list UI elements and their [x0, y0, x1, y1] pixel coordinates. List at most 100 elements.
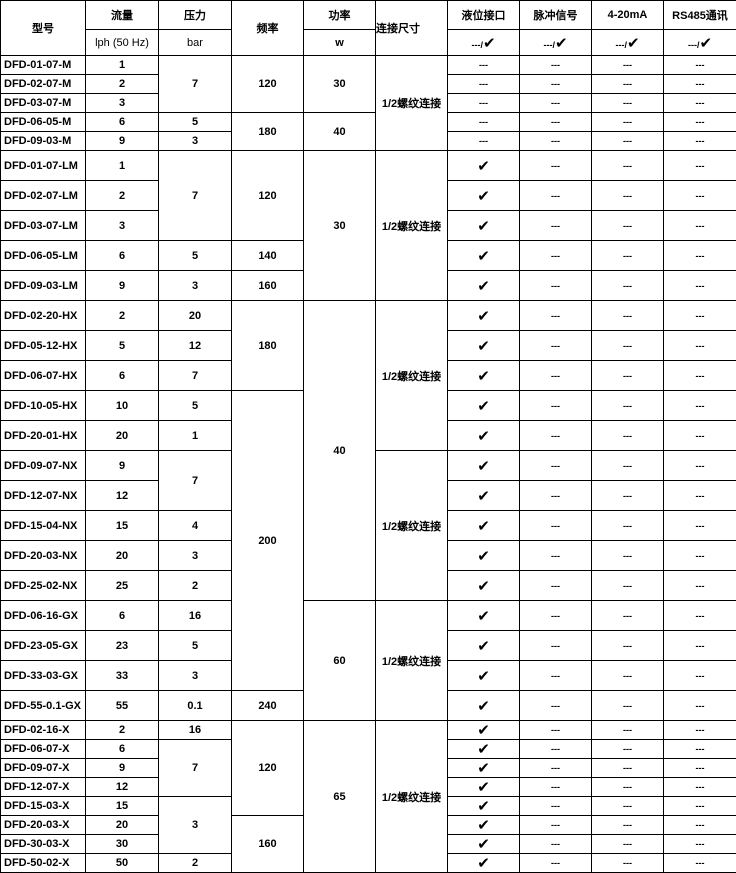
4-20ma-cell: ---	[591, 834, 664, 854]
level-interface-cell: ✔	[447, 150, 520, 181]
table-row: DFD-20-03-NX 20 3 ✔ --- --- ---	[0, 540, 736, 571]
model-cell: DFD-12-07-X	[0, 777, 86, 797]
flow-cell: 15	[85, 796, 159, 816]
4-20ma-cell: ---	[591, 210, 664, 241]
rs485-cell: ---	[663, 834, 736, 854]
dash-text: ---	[551, 782, 560, 792]
level-interface-cell: ✔	[447, 270, 520, 301]
dash-text: ---	[623, 839, 632, 849]
flow-cell: 6	[85, 600, 159, 631]
pressure-cell: 2	[158, 853, 232, 873]
pressure-cell: 5	[158, 112, 232, 132]
4-20ma-cell: ---	[591, 720, 664, 740]
level-interface-cell: ✔	[447, 180, 520, 211]
check-icon: ✔	[477, 487, 490, 505]
pulse-signal-cell: ---	[519, 330, 592, 361]
table-row: DFD-15-03-X 15 3 ✔ --- --- ---	[0, 796, 736, 854]
4-20ma-cell: ---	[591, 150, 664, 181]
dash-text: ---	[623, 782, 632, 792]
4-20ma-cell: ---	[591, 270, 664, 301]
model-cell: DFD-50-02-X	[0, 853, 86, 873]
level-interface-cell: ✔	[447, 240, 520, 271]
4-20ma-cell: ---	[591, 570, 664, 601]
dash-text: ---	[623, 550, 632, 561]
pressure-cell: 3	[158, 660, 232, 691]
pulse-signal-cell: ---	[519, 796, 592, 816]
model-cell: DFD-23-05-GX	[0, 630, 86, 661]
dash-text: ---	[695, 310, 705, 321]
check-icon: ✔	[477, 397, 490, 415]
dash-text: ---	[551, 280, 560, 291]
level-interface-cell: ✔	[447, 480, 520, 511]
flow-cell: 10	[85, 390, 159, 421]
model-cell: DFD-06-05-M	[0, 112, 86, 132]
check-icon: ✔	[477, 817, 490, 834]
dash-text: ---	[623, 670, 632, 681]
check-icon: ✔	[477, 637, 490, 655]
level-interface-cell: ✔	[447, 570, 520, 601]
header-power: 功率	[303, 0, 376, 30]
level-interface-cell: ✔	[447, 510, 520, 541]
dash-text: ---	[551, 700, 560, 711]
rs485-cell: ---	[663, 180, 736, 211]
pulse-signal-cell: ---	[519, 600, 592, 631]
check-icon: ✔	[477, 157, 490, 175]
legend-dash: ---/	[687, 39, 700, 50]
pulse-signal-cell: ---	[519, 570, 592, 601]
level-interface-cell: ✔	[447, 720, 520, 740]
level-interface-cell: ✔	[447, 630, 520, 661]
frequency-cell: 180	[231, 112, 304, 151]
flow-cell: 23	[85, 630, 159, 661]
legend-dash: ---/	[615, 39, 627, 50]
check-icon: ✔	[477, 722, 490, 739]
rs485-cell: ---	[663, 510, 736, 541]
dash-text: ---	[551, 60, 560, 70]
flow-cell: 2	[85, 720, 159, 740]
rs485-cell: ---	[663, 360, 736, 391]
table-row: DFD-20-03-X 20 160 ✔ --- --- ---	[0, 815, 736, 873]
header-option-legend: ---/✔	[519, 29, 592, 56]
pressure-cell: 3	[158, 540, 232, 571]
pulse-signal-cell: ---	[519, 390, 592, 421]
dash-text: ---	[551, 820, 560, 830]
dash-text: ---	[551, 310, 560, 321]
flow-cell: 6	[85, 112, 159, 132]
check-icon: ✔	[477, 427, 490, 445]
model-cell: DFD-30-03-X	[0, 834, 86, 854]
pressure-cell: 7	[158, 450, 232, 511]
check-icon: ✔	[477, 547, 490, 565]
flow-cell: 9	[85, 450, 159, 481]
pulse-signal-cell: ---	[519, 240, 592, 271]
flow-cell: 9	[85, 270, 159, 301]
dash-text: ---	[623, 610, 632, 621]
pressure-cell: 7	[158, 360, 232, 391]
header-pulse-signal: 脉冲信号	[519, 0, 592, 30]
frequency-cell: 160	[231, 815, 304, 873]
check-icon: ✔	[477, 247, 490, 265]
4-20ma-cell: ---	[591, 777, 664, 797]
check-icon: ✔	[626, 34, 640, 52]
pulse-signal-cell: ---	[519, 55, 592, 75]
power-cell: 65	[303, 720, 376, 873]
check-icon: ✔	[477, 277, 490, 295]
pulse-signal-cell: ---	[519, 210, 592, 241]
pulse-signal-cell: ---	[519, 660, 592, 691]
frequency-cell: 120	[231, 720, 304, 816]
rs485-cell: ---	[663, 150, 736, 181]
dash-text: ---	[695, 117, 705, 127]
level-interface-cell: ✔	[447, 758, 520, 778]
rs485-cell: ---	[663, 600, 736, 631]
header-flow: 流量	[85, 0, 159, 30]
model-cell: DFD-01-07-M	[0, 55, 86, 75]
header-option-legend: ---/✔	[591, 29, 664, 56]
flow-cell: 6	[85, 240, 159, 271]
flow-cell: 2	[85, 300, 159, 331]
model-cell: DFD-15-03-X	[0, 796, 86, 816]
dash-text: ---	[623, 400, 632, 411]
dash-text: ---	[551, 250, 560, 261]
pulse-signal-cell: ---	[519, 815, 592, 835]
pulse-signal-cell: ---	[519, 112, 592, 132]
4-20ma-cell: ---	[591, 180, 664, 211]
dash-text: ---	[695, 250, 705, 261]
4-20ma-cell: ---	[591, 660, 664, 691]
